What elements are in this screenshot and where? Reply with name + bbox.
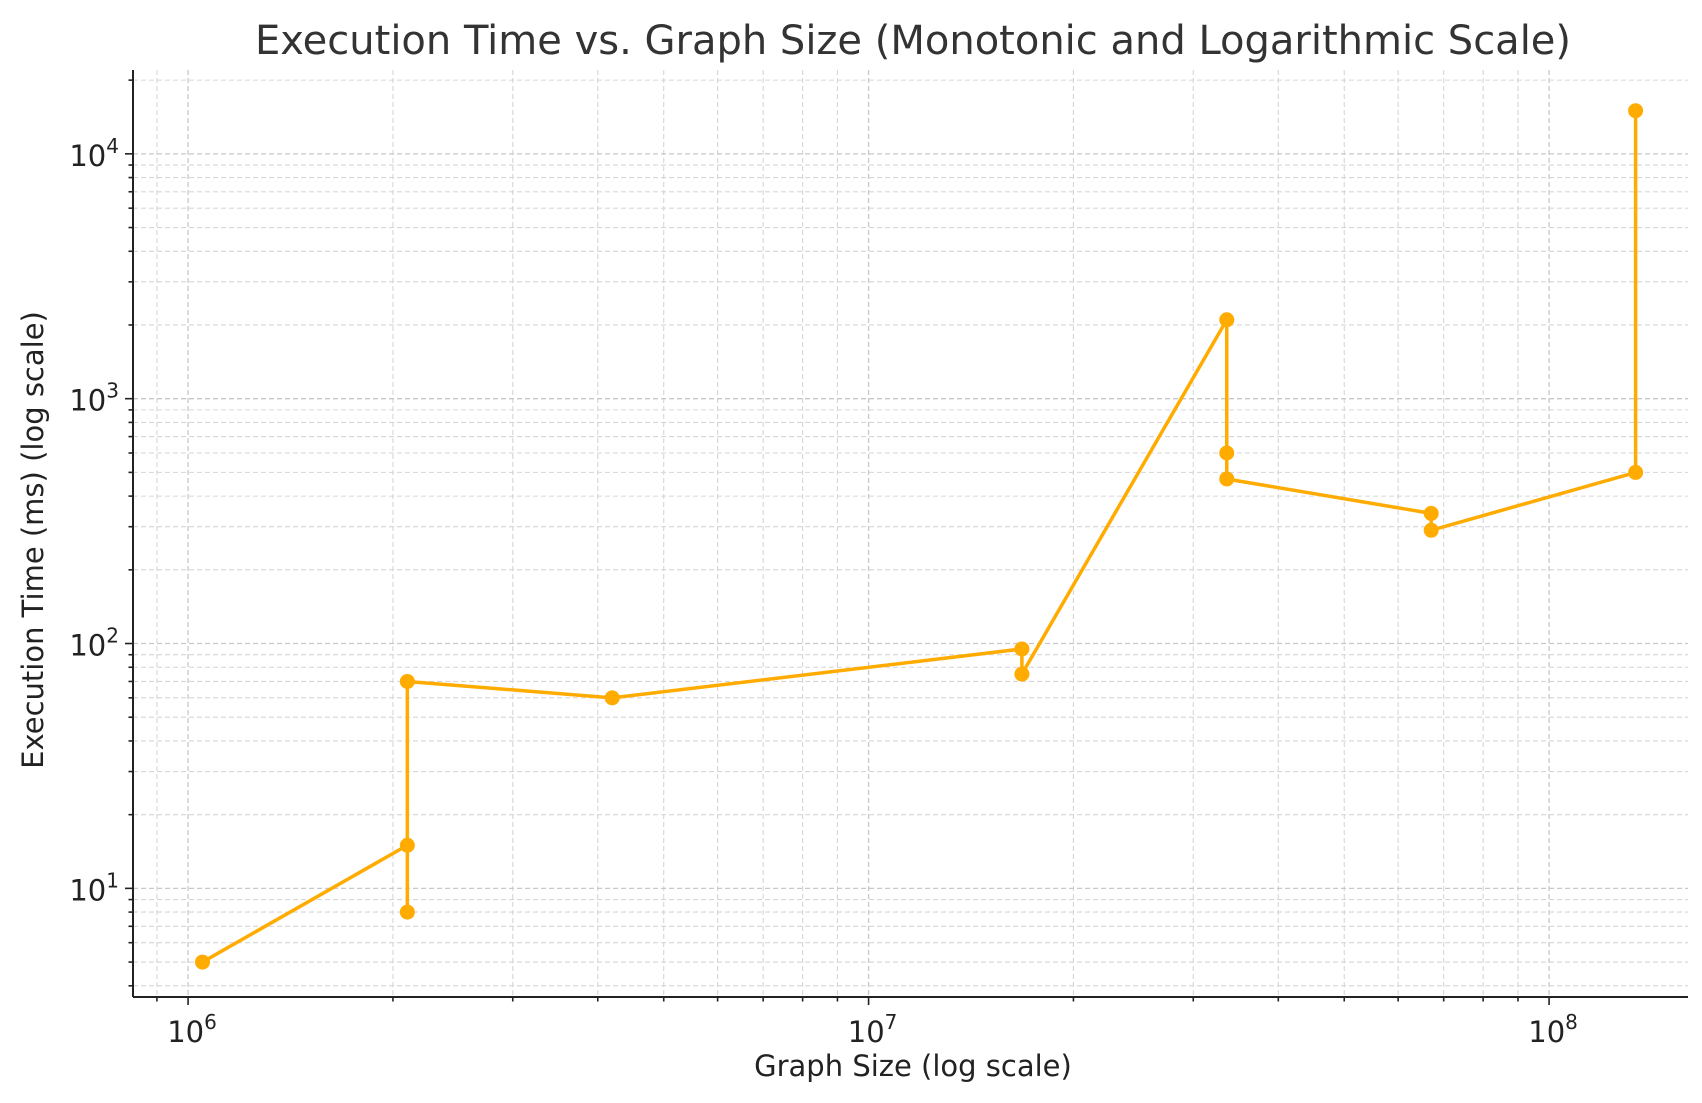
axes: [125, 70, 1688, 1005]
series-line: [201, 110, 1638, 964]
y-tick-label: 102: [69, 624, 119, 663]
x-tick-label: 108: [1528, 1010, 1578, 1049]
data-point: [1628, 103, 1644, 119]
x-tick-label: 107: [848, 1010, 898, 1049]
data-point: [399, 904, 415, 920]
data-point: [399, 837, 415, 853]
chart-title: Execution Time vs. Graph Size (Monotonic…: [255, 18, 1571, 64]
tick-labels: 106 107 108 101 102 103 104: [69, 134, 1578, 1049]
data-point: [1423, 522, 1439, 538]
x-axis-label: Graph Size (log scale): [754, 1049, 1072, 1083]
y-axis-label: Execution Time (ms) (log scale): [16, 311, 50, 769]
data-point: [1423, 505, 1439, 521]
series-group: [194, 103, 1644, 970]
data-point: [399, 673, 415, 689]
y-tick-label: 101: [69, 868, 119, 907]
y-tick-label: 104: [69, 134, 119, 173]
data-point: [1014, 641, 1030, 657]
data-point: [1219, 471, 1235, 487]
data-point: [194, 954, 210, 970]
data-point: [1219, 312, 1235, 328]
data-point: [604, 690, 620, 706]
data-point: [1219, 445, 1235, 461]
x-tick-label: 106: [167, 1010, 217, 1049]
data-point: [1628, 464, 1644, 480]
grid-lines: [133, 70, 1688, 997]
y-tick-label: 103: [69, 379, 119, 418]
data-point: [1014, 666, 1030, 682]
